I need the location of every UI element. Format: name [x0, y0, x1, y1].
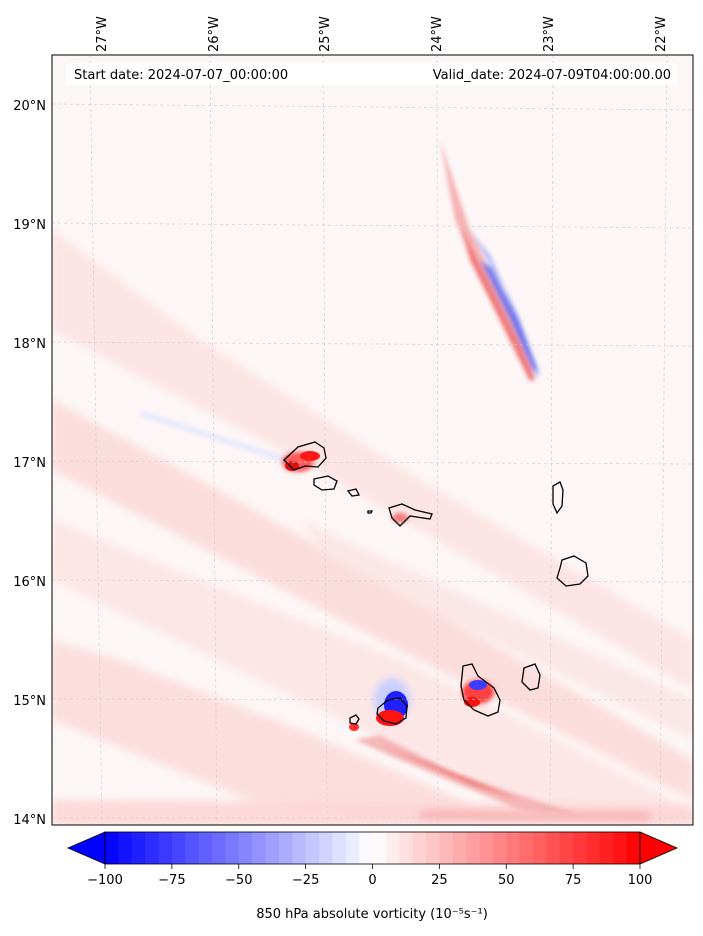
longitude-labels: 27°W 26°W 25°W 24°W 23°W 22°W	[95, 16, 669, 52]
lat-label: 17°N	[13, 456, 46, 471]
island-sao-vicente	[313, 475, 338, 491]
lat-label: 14°N	[13, 813, 46, 828]
island-brava	[349, 714, 360, 725]
colorbar-tick-label: −50	[225, 873, 252, 888]
colorbar-swatch	[426, 832, 440, 864]
lat-label: 18°N	[13, 337, 46, 352]
colorbar-swatch	[372, 832, 387, 864]
colorbar-swatch	[345, 832, 360, 864]
colorbar-swatch	[559, 832, 574, 864]
colorbar-tick-label: −25	[292, 873, 319, 888]
island-maio	[521, 663, 541, 691]
colorbar-tick-label: 50	[498, 873, 515, 888]
gridlines	[52, 55, 693, 825]
island-vorticity	[282, 451, 494, 731]
lon-label: 22°W	[654, 16, 669, 52]
island-fogo	[376, 697, 408, 725]
colorbar-swatch	[506, 832, 521, 864]
colorbar-swatch	[145, 832, 160, 864]
colorbar-tick-label: −100	[87, 873, 123, 888]
island-santo-antao	[283, 441, 327, 471]
lon-label: 25°W	[318, 16, 333, 52]
date-header-box	[66, 63, 677, 85]
colorbar-swatch	[252, 832, 267, 864]
lat-label: 15°N	[13, 694, 46, 709]
colorbar-swatch	[171, 832, 186, 864]
colorbar-swatch	[292, 832, 307, 864]
colorbar-swatch	[519, 832, 534, 864]
colorbar-swatch	[385, 832, 400, 864]
colorbar-swatch	[305, 832, 320, 864]
lat-label: 16°N	[13, 575, 46, 590]
lon-label: 23°W	[542, 16, 557, 52]
colorbar-swatch	[452, 832, 467, 864]
colorbar-swatch	[118, 832, 133, 864]
colorbar-swatch	[546, 832, 561, 864]
colorbar-swatches	[105, 832, 641, 864]
colorbar-swatch	[185, 832, 200, 864]
lon-label: 26°W	[207, 16, 222, 52]
colorbar-swatch	[533, 832, 547, 864]
latitude-labels: 20°N 19°N 18°N 17°N 16°N 15°N 14°N	[13, 99, 46, 828]
coastlines	[283, 441, 589, 725]
colorbar-ticks: −100 −75 −50 −25 0 25 50 75 100	[87, 864, 652, 888]
colorbar-swatch	[412, 832, 427, 864]
lon-label: 27°W	[95, 16, 110, 52]
colorbar-swatch	[225, 832, 240, 864]
colorbar-swatch	[479, 832, 494, 864]
colorbar-swatch	[198, 832, 213, 864]
colorbar-swatch	[158, 832, 173, 864]
colorbar-swatch	[105, 832, 119, 864]
colorbar-label: 850 hPa absolute vorticity (10⁻⁵s⁻¹)	[256, 907, 488, 922]
colorbar-tick-label: 100	[628, 873, 653, 888]
lat-label: 19°N	[13, 218, 46, 233]
colorbar-swatch	[359, 832, 374, 864]
map-frame	[51, 54, 694, 826]
colorbar-swatch	[586, 832, 601, 864]
colorbar-swatch	[212, 832, 226, 864]
vorticity-dipole	[440, 140, 540, 381]
island-santiago	[460, 663, 501, 717]
colorbar-swatch	[626, 832, 641, 864]
colorbar-extend-min	[66, 831, 106, 865]
colorbar-tick-label: 25	[431, 873, 448, 888]
colorbar-swatch	[399, 832, 414, 864]
colorbar-swatch	[319, 832, 333, 864]
colorbar-swatch	[278, 832, 293, 864]
valid-date-label: Valid_date: 2024-07-09T04:00:00.00	[433, 68, 671, 83]
island-sal	[552, 481, 564, 515]
colorbar-tick-label: 75	[565, 873, 582, 888]
colorbar-swatch	[573, 832, 588, 864]
colorbar-swatch	[131, 832, 146, 864]
lat-label: 20°N	[13, 99, 46, 114]
colorbar-swatch	[238, 832, 253, 864]
island-sao-nicolau	[388, 503, 433, 527]
colorbar-tick-label: 0	[368, 873, 376, 888]
colorbar: −100 −75 −50 −25 0 25 50 75 100 850 hPa absolute…	[66, 831, 679, 922]
lon-label: 24°W	[430, 16, 445, 52]
colorbar-swatch	[599, 832, 614, 864]
colorbar-swatch	[439, 832, 454, 864]
colorbar-tick-label: −75	[158, 873, 185, 888]
colorbar-swatch	[466, 832, 481, 864]
island-santa-luzia	[346, 488, 360, 497]
map-panel: Start date: 2024-07-07_00:00:00 Valid_da…	[52, 55, 693, 825]
colorbar-extend-max	[639, 831, 679, 865]
colorbar-swatch	[265, 832, 280, 864]
colorbar-swatch	[492, 832, 507, 864]
start-date-label: Start date: 2024-07-07_00:00:00	[74, 68, 288, 83]
colorbar-swatch	[332, 832, 347, 864]
colorbar-swatch	[613, 832, 628, 864]
island-boa-vista	[556, 555, 589, 587]
island-branco	[367, 510, 374, 514]
